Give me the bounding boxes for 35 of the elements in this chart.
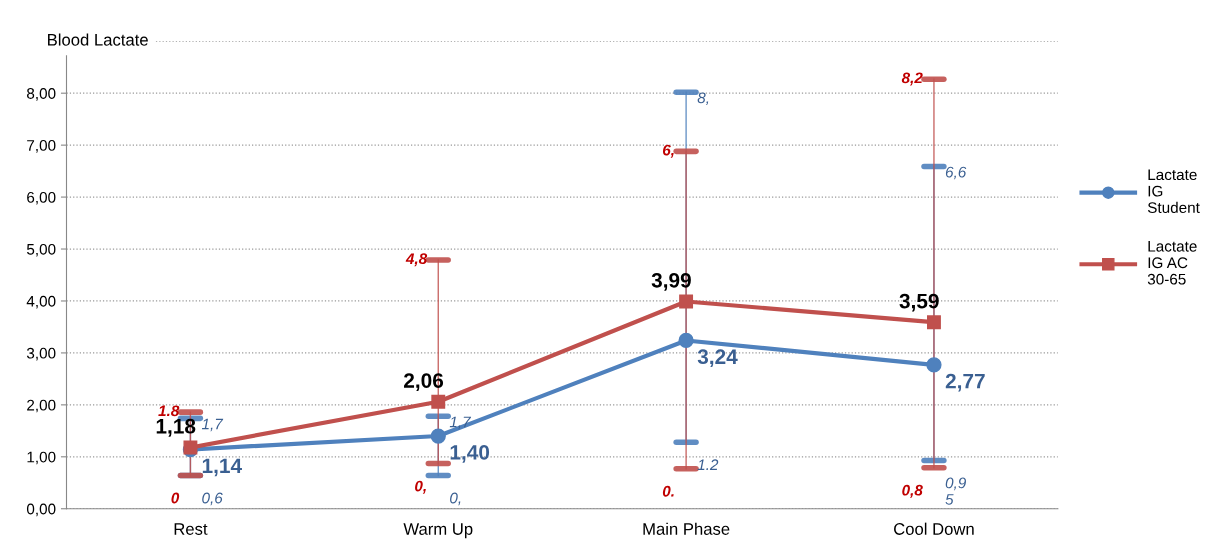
annotation: 4,8 [405,253,428,267]
y-tick-label: 2,00 [27,399,56,413]
x-tick-label: Cool Down [894,522,974,535]
annotation: 6,6 [945,166,967,180]
data-label: 1,40 [450,444,490,463]
y-tick-label: 1,00 [27,451,56,465]
y-tick-label: 3,00 [26,347,56,361]
annotation: 0, [450,492,461,506]
legend-label: Lactate IG Student [1147,169,1200,214]
annotation: 0, [415,480,426,494]
annotation: 8,2 [901,72,923,86]
annotation: 1.8 [158,405,180,417]
x-tick-label: Rest [174,523,208,535]
x-tick-label: Main Phase [643,522,730,535]
annotation: 1.2 [697,459,719,470]
y-tick-label: 6,00 [27,191,56,205]
annotation: 1,7 [201,418,224,432]
annotation: 0. [662,485,674,497]
y-tick-label: 7,00 [27,140,56,153]
annotation: 0,8 [902,484,923,498]
data-label: 3,24 [697,349,738,368]
x-tick-label: Warm Up [403,523,473,539]
y-tick-label: 8,00 [27,88,56,101]
legend-label: Lactate IG AC 30-65 [1147,241,1197,285]
y-axis-title: Blood Lactate [48,33,148,46]
annotation: 0,9 5 [945,477,966,505]
y-tick-label: 0,00 [26,503,56,517]
annotation: 6, [662,144,674,158]
data-label: 1,14 [202,458,242,477]
annotation: 0 [171,492,180,504]
y-tick-label: 5,00 [26,243,56,257]
y-tick-label: 4,00 [26,295,56,309]
annotation: 8, [697,92,709,106]
data-label: 2,77 [945,373,985,392]
annotation: 0,6 [202,492,223,506]
